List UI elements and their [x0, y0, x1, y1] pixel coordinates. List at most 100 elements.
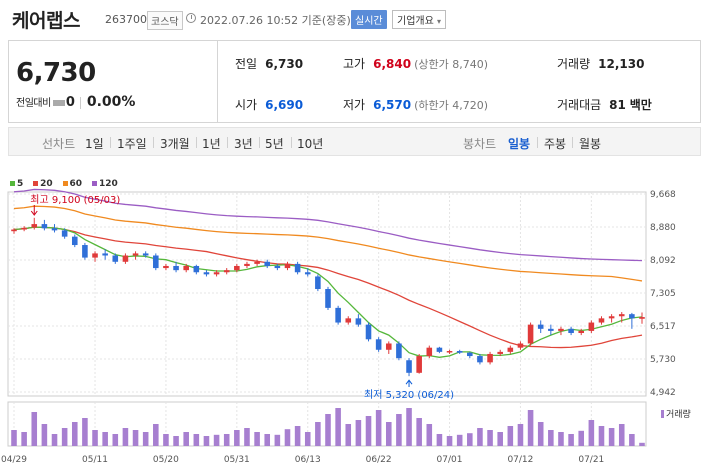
volume-bar	[315, 422, 321, 446]
candle-body	[92, 253, 98, 258]
period-daily[interactable]: 일봉	[508, 137, 531, 151]
candle-body	[244, 263, 250, 266]
x-tick-label: 07/21	[578, 455, 604, 465]
volume-bar	[142, 432, 149, 446]
ma120-line	[13, 188, 643, 262]
x-tick-label: 05/11	[82, 455, 108, 465]
volume-bar	[92, 430, 98, 446]
candle-body	[365, 324, 372, 340]
candle-body	[426, 347, 433, 357]
period-1w[interactable]: 1주일	[117, 137, 147, 151]
amount-label: 거래대금	[557, 98, 602, 112]
candle-body	[456, 351, 463, 353]
candle-body	[142, 253, 149, 256]
volume-bar	[102, 432, 108, 446]
x-tick-label: 05/20	[153, 455, 179, 465]
volume-bar	[183, 432, 189, 446]
volume-bar	[355, 420, 362, 446]
candle-body	[355, 318, 362, 325]
candle-body	[264, 261, 271, 266]
volume-label: 거래량	[557, 57, 591, 71]
stock-name: 케어랩스	[12, 10, 80, 32]
legend-swatch	[62, 181, 68, 186]
volume-bar	[132, 430, 139, 446]
candle-body	[416, 356, 422, 373]
candle-body	[173, 265, 179, 271]
candle-body	[112, 255, 119, 262]
prev-close-label: 전일	[235, 57, 258, 71]
company-info-dropdown[interactable]: 기업개요 ▾	[392, 10, 447, 29]
volume-bar	[385, 422, 392, 446]
volume-bar	[558, 432, 564, 446]
legend-ma20[interactable]: 20	[33, 179, 53, 189]
volume-bar	[31, 412, 38, 446]
candle-body	[132, 253, 139, 256]
candle-body	[446, 351, 453, 353]
candle-body	[345, 318, 352, 323]
open: 시가 6,690	[235, 96, 303, 113]
high: 고가 6,840 (상한가 8,740)	[343, 55, 488, 72]
legend-swatch	[91, 181, 97, 186]
period-3m[interactable]: 3개월	[160, 137, 190, 151]
volume-bar	[487, 430, 493, 446]
candle-body	[436, 347, 443, 352]
period-1d[interactable]: 1일	[85, 137, 104, 151]
volume: 거래량 12,130	[557, 55, 644, 72]
candle-body	[153, 255, 159, 269]
volume-bar	[61, 428, 68, 446]
candle-body	[517, 343, 524, 348]
price-plot-frame	[7, 191, 647, 397]
open-value: 6,690	[265, 98, 304, 112]
quote-panel: 6,730 전일대비 0 0.00% 전일 6,730 고가 6,840 (상한가 8,7…	[8, 40, 701, 123]
volume-bar	[507, 426, 514, 446]
legend-label: 20	[40, 179, 53, 189]
period-10y[interactable]: 10년	[297, 137, 324, 151]
period-1y[interactable]: 1년	[202, 137, 221, 151]
period-monthly[interactable]: 월봉	[579, 137, 602, 151]
legend-label: 60	[69, 179, 83, 189]
candle-body	[193, 265, 200, 273]
candle-body	[61, 230, 68, 237]
candle-chart-label: 봉차트	[463, 137, 497, 151]
candle-body	[294, 263, 301, 273]
quote-grid: 전일 6,730 고가 6,840 (상한가 8,740) 거래량 12,130 시가 6…	[217, 41, 702, 122]
volume-value: 12,130	[598, 57, 645, 71]
volume-bar	[365, 416, 372, 446]
x-tick-label: 06/22	[366, 455, 392, 465]
divider	[196, 137, 197, 148]
x-tick-label: 05/31	[224, 455, 250, 465]
candle-body	[163, 265, 169, 269]
volume-label: 거래량	[666, 408, 691, 420]
candle-body	[82, 245, 88, 258]
legend-ma5[interactable]: 5	[10, 179, 23, 189]
candle-body	[375, 339, 382, 350]
chevron-down-icon: ▾	[437, 17, 442, 26]
x-tick-label: 07/01	[437, 455, 463, 465]
volume-bar	[618, 424, 625, 446]
volume-bar	[406, 408, 412, 446]
amount-unit: 백만	[629, 98, 652, 112]
realtime-button[interactable]: 실시간	[351, 10, 387, 29]
volume-bar	[548, 430, 554, 446]
legend-swatch	[33, 181, 39, 186]
ma60-line	[13, 205, 643, 282]
legend-ma120[interactable]: 120	[91, 179, 118, 189]
lower-limit: (하한가 4,720)	[414, 99, 488, 112]
candle-body	[203, 272, 210, 275]
period-5y[interactable]: 5년	[265, 137, 284, 151]
legend-ma60[interactable]: 60	[62, 179, 83, 189]
period-weekly[interactable]: 주봉	[544, 137, 567, 151]
divider	[291, 137, 292, 148]
period-3y[interactable]: 3년	[234, 137, 253, 151]
price-change: 전일대비 0 0.00%	[16, 94, 135, 110]
divider	[79, 97, 81, 109]
high-arrowhead	[30, 210, 38, 216]
volume-bar	[325, 414, 331, 446]
volume-bar	[396, 414, 402, 446]
stock-header: 케어랩스 263700 코스닥 2022.07.26 10:52 기준(장중) …	[0, 0, 703, 40]
volume-bar	[51, 434, 58, 446]
candle-body	[325, 289, 331, 308]
change-label: 전일대비	[16, 98, 51, 109]
candle-body	[487, 353, 493, 363]
